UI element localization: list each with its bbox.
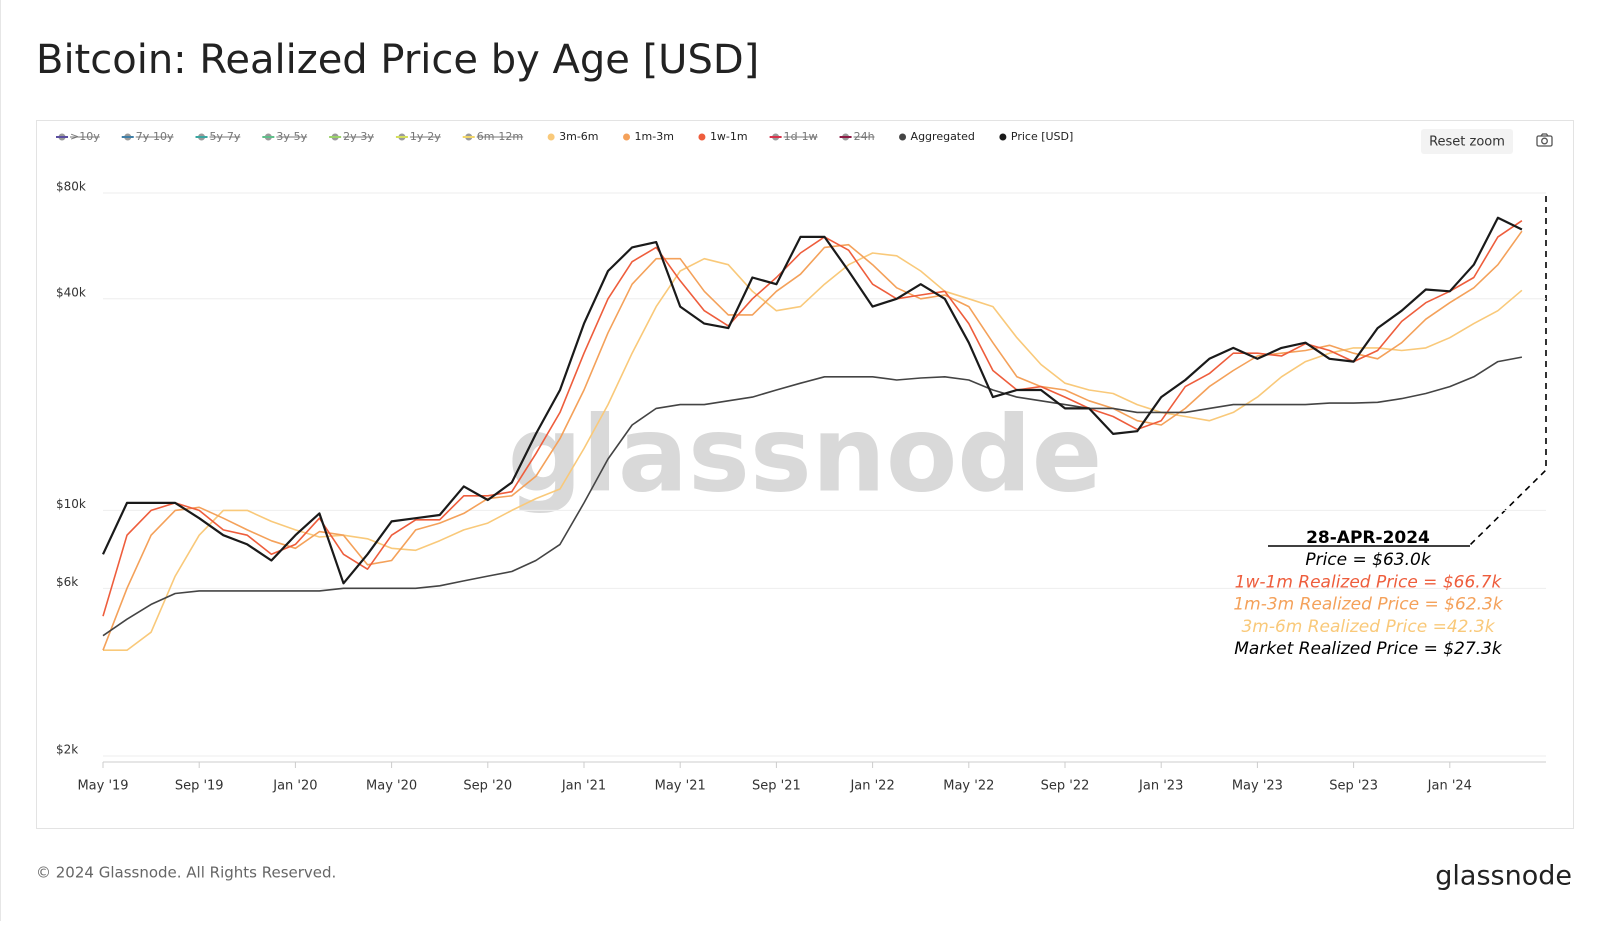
annotation-line: Market Realized Price = $27.3k	[1234, 639, 1503, 659]
legend-label: 1m-3m	[635, 130, 674, 143]
y-tick-label: $40k	[56, 285, 86, 299]
legend-label: Aggregated	[911, 130, 975, 143]
annotation-line: 3m-6m Realized Price =42.3k	[1241, 617, 1495, 637]
reset-zoom-label[interactable]: Reset zoom	[1429, 135, 1505, 150]
series-line	[102, 356, 1523, 637]
x-tick-label: May '22	[943, 779, 994, 794]
x-tick-label: Jan '24	[1427, 779, 1472, 794]
y-tick-label: $10k	[56, 497, 86, 511]
legend-label: Price [USD]	[1011, 130, 1073, 143]
series-line	[102, 230, 1523, 651]
x-tick-label: May '21	[655, 779, 706, 794]
y-tick-label: $6k	[56, 575, 78, 589]
legend-item[interactable]: 1d-1w	[769, 130, 818, 143]
logo: glassnode	[1435, 861, 1572, 892]
x-tick-label: May '23	[1232, 779, 1283, 794]
x-tick-label: Sep '22	[1041, 779, 1090, 794]
x-tick-label: Jan '21	[561, 779, 606, 794]
legend-item[interactable]: Price [USD]	[999, 130, 1073, 143]
footer: © 2024 Glassnode. All Rights Reserved.	[36, 864, 336, 882]
annotation-line: 1m-3m Realized Price = $62.3k	[1233, 595, 1503, 615]
legend-item[interactable]: 6m-12m	[462, 130, 524, 143]
chart-frame	[36, 120, 1574, 829]
annotation-date: 28-APR-2024	[1306, 528, 1430, 548]
legend-label: 1w-1m	[710, 130, 748, 143]
legend-item[interactable]: 3y-5y	[262, 130, 308, 143]
legend-item[interactable]: 2y-3y	[329, 130, 374, 143]
x-tick-label: Sep '19	[175, 779, 224, 794]
x-tick-label: Sep '21	[752, 779, 801, 794]
series-line	[103, 252, 1523, 651]
legend-item[interactable]: 24h	[839, 130, 875, 143]
x-tick-label: Jan '22	[849, 779, 894, 794]
legend-swatch	[547, 133, 555, 141]
reset-zoom-button[interactable]	[1421, 129, 1513, 154]
legend-item[interactable]: >10y	[56, 130, 100, 143]
x-tick-label: Jan '23	[1138, 779, 1183, 794]
annotation-line: 1w-1m Realized Price = $66.7k	[1235, 572, 1503, 592]
series-line	[102, 216, 1523, 585]
x-tick-label: Sep '23	[1329, 779, 1378, 794]
annotation-pointer	[1268, 196, 1547, 547]
legend-item[interactable]: 5y-7y	[195, 130, 241, 143]
legend-swatch	[899, 133, 907, 141]
watermark: glassnode	[508, 393, 1103, 515]
legend-swatch	[698, 133, 706, 141]
legend-item[interactable]: Aggregated	[899, 130, 975, 143]
y-tick-label: $2k	[56, 743, 78, 757]
legend-item[interactable]: 1y-2y	[395, 130, 441, 143]
legend-item[interactable]: 1m-3m	[623, 130, 674, 143]
legend-item[interactable]: 3m-6m	[547, 130, 599, 143]
y-tick-label: $80k	[56, 180, 86, 194]
legend-item[interactable]: 1w-1m	[698, 130, 748, 143]
chart-title: Bitcoin: Realized Price by Age [USD]	[36, 37, 759, 83]
x-tick-label: May '19	[77, 779, 128, 794]
x-tick-label: Sep '20	[463, 779, 512, 794]
x-tick-label: May '20	[366, 779, 417, 794]
annotation-line: Price = $63.0k	[1305, 550, 1431, 570]
legend-label: 3m-6m	[559, 130, 598, 143]
series-line	[102, 220, 1523, 617]
x-tick-label: Jan '20	[272, 779, 317, 794]
legend-swatch	[623, 133, 631, 141]
legend-item[interactable]: 7y-10y	[121, 130, 174, 143]
camera-icon[interactable]	[1536, 133, 1553, 147]
legend-swatch	[999, 133, 1007, 141]
